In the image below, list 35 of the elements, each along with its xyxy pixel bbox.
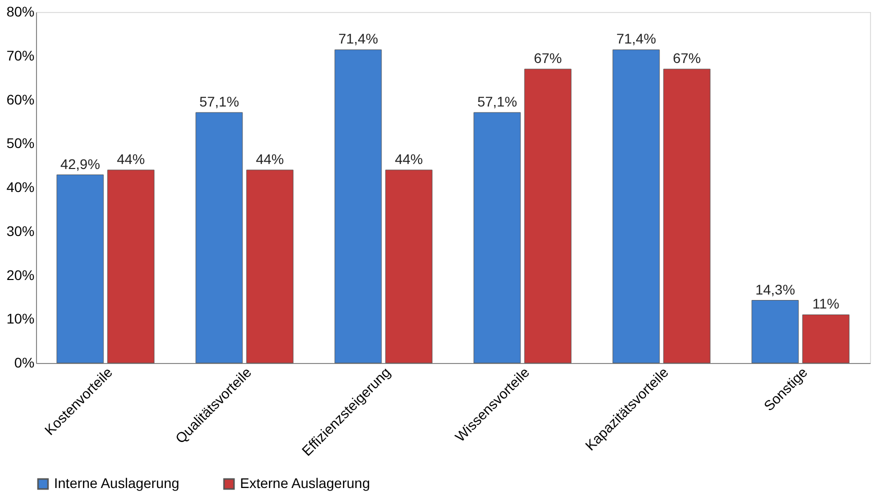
- y-tick-label: 40%: [6, 179, 34, 195]
- bar: [663, 68, 710, 364]
- bar: [56, 174, 104, 364]
- bar: [334, 49, 382, 364]
- bar: [752, 300, 799, 364]
- data-label: 71,4%: [616, 30, 656, 47]
- bar: [107, 170, 154, 364]
- data-label: 44%: [116, 150, 145, 167]
- bar: [474, 112, 521, 364]
- data-label: 44%: [256, 150, 284, 167]
- data-label: 44%: [394, 150, 423, 167]
- data-label: 42,9%: [60, 156, 100, 172]
- legend-label: Externe Auslagerung: [240, 475, 370, 491]
- data-label: 67%: [534, 50, 562, 66]
- y-tick-label: 70%: [6, 47, 34, 64]
- data-label: 14,3%: [755, 281, 796, 298]
- bar: [524, 68, 572, 364]
- bar: [612, 49, 660, 364]
- bar: [246, 170, 294, 364]
- y-tick-label: 0%: [14, 354, 34, 370]
- bar: [385, 170, 432, 364]
- y-tick-label: 80%: [6, 4, 34, 20]
- bar: [802, 314, 850, 364]
- y-tick-label: 10%: [6, 310, 34, 327]
- y-tick-label: 20%: [6, 266, 34, 283]
- data-label: 71,4%: [338, 30, 378, 47]
- y-tick-label: 60%: [6, 91, 34, 108]
- data-label: 57,1%: [199, 93, 240, 110]
- y-tick-label: 50%: [6, 135, 34, 152]
- data-label: 57,1%: [477, 93, 518, 110]
- bar: [196, 112, 243, 364]
- data-label: 11%: [812, 296, 840, 312]
- legend-label: Interne Auslagerung: [54, 475, 180, 491]
- data-label: 67%: [672, 50, 701, 66]
- y-tick-label: 30%: [6, 222, 34, 239]
